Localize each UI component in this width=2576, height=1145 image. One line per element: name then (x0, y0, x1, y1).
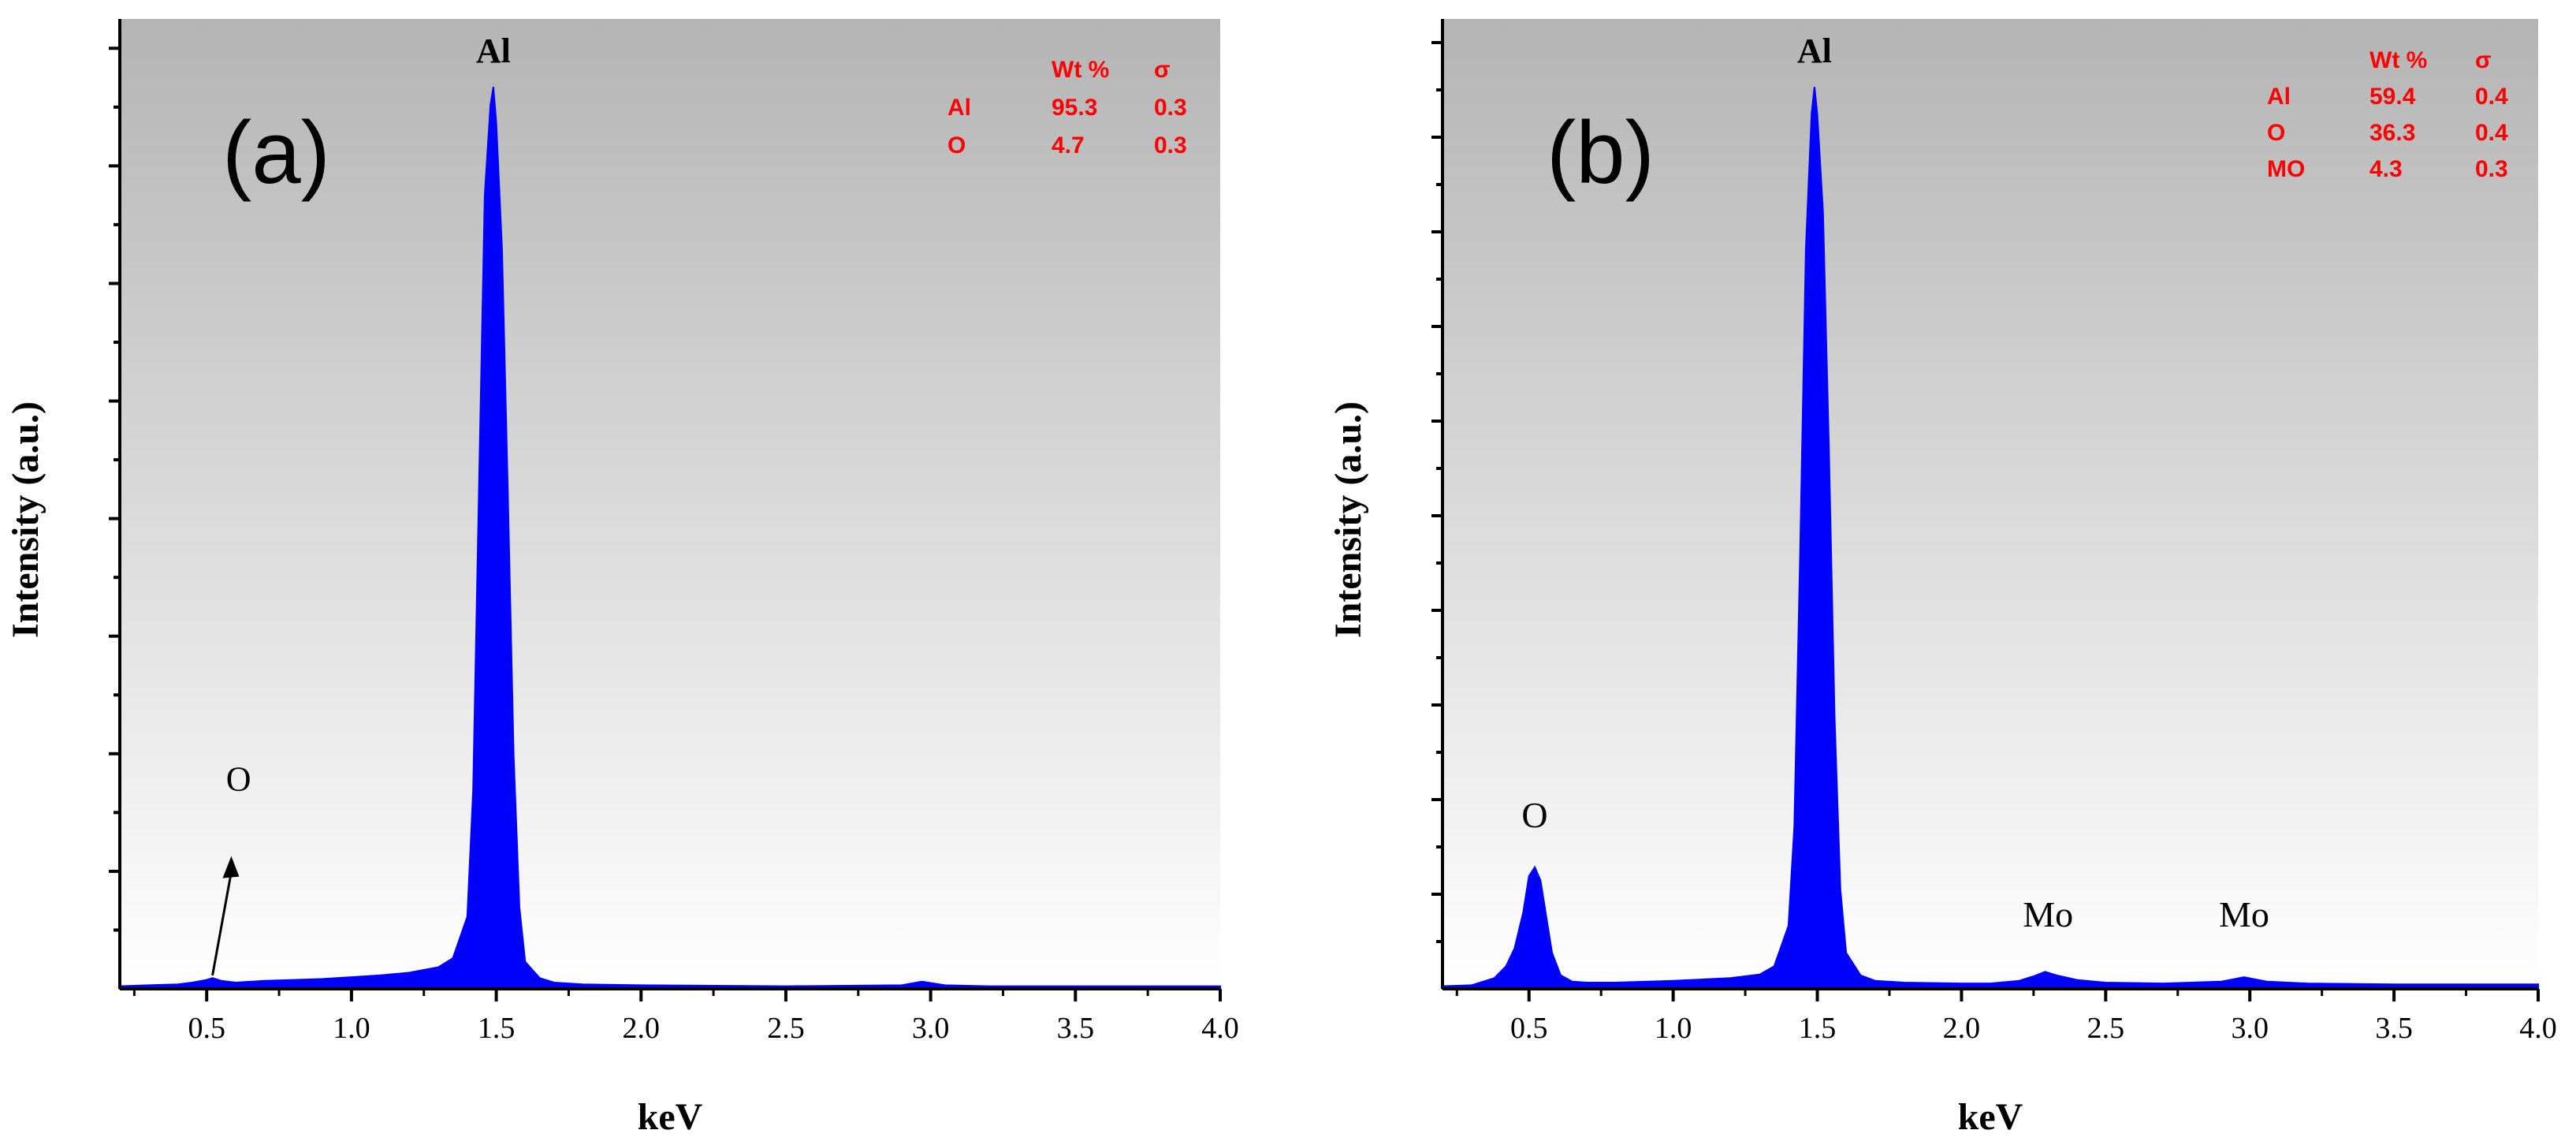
x-tick-label: 2.0 (1943, 1012, 1981, 1045)
peak-label-mo: Mo (2023, 894, 2073, 934)
table-cell: 59.4 (2369, 84, 2416, 110)
x-axis-label: keV (1958, 1096, 2023, 1138)
x-tick-label: 1.5 (478, 1012, 516, 1045)
table-cell: 0.4 (2475, 84, 2508, 110)
x-tick-label: 3.0 (912, 1012, 950, 1045)
y-axis-label: Intensity (a.u.) (5, 401, 47, 638)
table-cell: Al (947, 95, 971, 121)
table-cell: 95.3 (1052, 95, 1097, 121)
o-arrow-line (211, 871, 233, 976)
table-cell: 0.3 (2475, 156, 2508, 182)
peak-label-o: O (226, 759, 251, 798)
peak-label-al: Al (476, 32, 511, 70)
x-tick-label: 4.0 (2519, 1012, 2557, 1045)
plot-background (1442, 19, 2538, 989)
table-cell: 36.3 (2369, 120, 2415, 146)
spectrum-area (119, 86, 1221, 990)
x-tick-label: 4.0 (1201, 1012, 1239, 1045)
o-arrow-head (222, 856, 240, 878)
x-tick-label: 1.0 (333, 1012, 370, 1045)
panel-label: (a) (222, 103, 330, 202)
table-cell: 4.3 (2369, 156, 2403, 182)
table-header: Wt % (2369, 47, 2427, 73)
x-axis-label: keV (638, 1096, 703, 1138)
table-cell: 0.3 (1154, 132, 1187, 159)
x-tick-label: 2.5 (2087, 1012, 2125, 1045)
chart-panel-b: 0.5 1.0 1.5 2.0 2.5 3.0 3.5 4.0 keV Intensity (a.… (1327, 19, 2557, 1138)
plot-background (120, 19, 1220, 989)
table-header: Wt % (1052, 57, 1109, 83)
x-tick-label: 1.0 (1655, 1012, 1692, 1045)
x-tick-label: 1.5 (1799, 1012, 1837, 1045)
x-tick-label: 3.0 (2231, 1012, 2269, 1045)
peak-label-o: O (1521, 795, 1547, 835)
x-tick-label: 0.5 (1510, 1012, 1548, 1045)
y-axis-label: Intensity (a.u.) (1327, 401, 1369, 638)
table-header: σ (2475, 47, 2492, 73)
table-header: σ (1154, 57, 1171, 83)
table-cell: O (2267, 120, 2285, 146)
x-tick-label: 0.5 (188, 1012, 225, 1045)
chart-panel-a: 0.5 1.0 1.5 2.0 2.5 3.0 3.5 4.0 keV Intensity (a.… (5, 19, 1239, 1138)
x-tick-label: 2.0 (623, 1012, 661, 1045)
table-cell: O (947, 132, 966, 159)
panel-label: (b) (1547, 103, 1655, 202)
table-cell: 0.3 (1154, 95, 1187, 121)
table-cell: MO (2267, 156, 2305, 182)
table-cell: 0.4 (2475, 120, 2508, 146)
table-cell: 4.7 (1052, 132, 1085, 159)
peak-label-al: Al (1797, 32, 1832, 70)
x-tick-label: 2.5 (767, 1012, 805, 1045)
x-tick-label: 3.5 (2375, 1012, 2413, 1045)
spectrum-area (1442, 86, 2539, 990)
peak-label-mo: Mo (2219, 894, 2269, 934)
x-tick-label: 3.5 (1057, 1012, 1095, 1045)
table-cell: Al (2267, 84, 2291, 110)
